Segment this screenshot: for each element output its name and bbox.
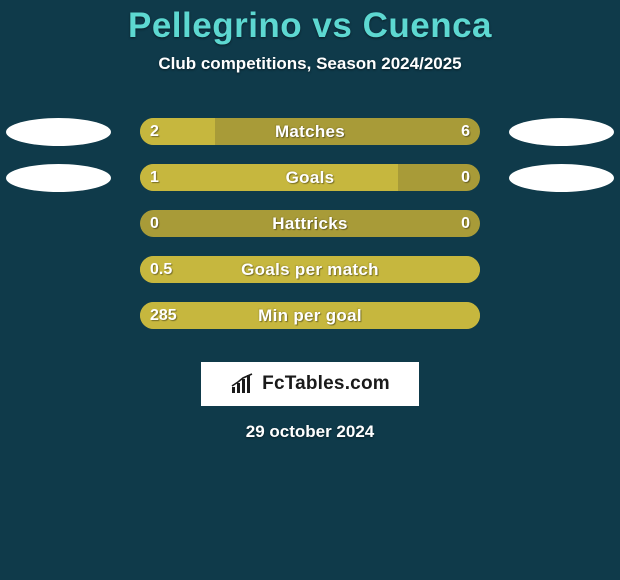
- stat-bar: 285Min per goal: [140, 302, 480, 329]
- stat-row: 26Matches: [0, 114, 620, 160]
- stats-rows: 26Matches 10Goals 00Hattricks 0.5Goals per …: [0, 114, 620, 344]
- stat-label: Hattricks: [140, 210, 480, 237]
- stat-row: 00Hattricks: [0, 206, 620, 252]
- subtitle: Club competitions, Season 2024/2025: [0, 54, 620, 74]
- logo-text: FcTables.com: [262, 373, 390, 395]
- stat-bar: 26Matches: [140, 118, 480, 145]
- logo: FcTables.com: [230, 373, 390, 395]
- date-text: 29 october 2024: [0, 422, 620, 442]
- stat-label: Goals: [140, 164, 480, 191]
- stat-label: Matches: [140, 118, 480, 145]
- stat-label: Min per goal: [140, 302, 480, 329]
- stat-label: Goals per match: [140, 256, 480, 283]
- stat-bar: 00Hattricks: [140, 210, 480, 237]
- stat-bar: 10Goals: [140, 164, 480, 191]
- logo-box[interactable]: FcTables.com: [201, 362, 419, 406]
- comparison-card: Pellegrino vs Cuenca Club competitions, …: [0, 0, 620, 580]
- stat-row: 285Min per goal: [0, 298, 620, 344]
- stat-row: 0.5Goals per match: [0, 252, 620, 298]
- player-left-avatar: [6, 118, 111, 146]
- stat-row: 10Goals: [0, 160, 620, 206]
- player-left-avatar: [6, 164, 111, 192]
- stat-bar: 0.5Goals per match: [140, 256, 480, 283]
- player-right-avatar: [509, 164, 614, 192]
- page-title: Pellegrino vs Cuenca: [0, 0, 620, 46]
- player-right-avatar: [509, 118, 614, 146]
- fctables-icon: [230, 373, 256, 395]
